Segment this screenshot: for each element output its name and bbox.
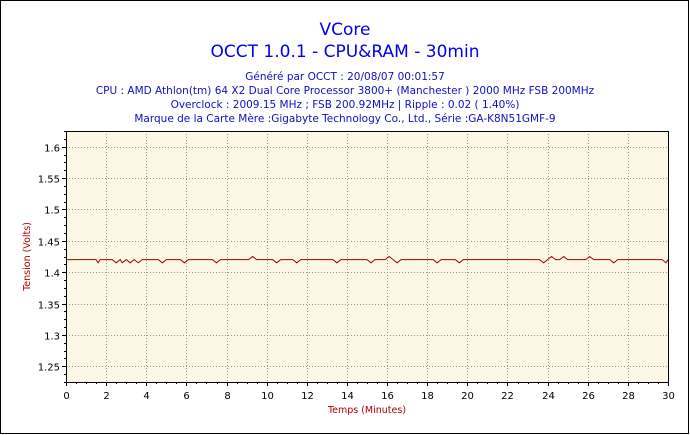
x-tick-label: 12 <box>301 391 314 402</box>
x-axis-title: Temps (Minutes) <box>327 405 406 416</box>
x-tick-label: 14 <box>341 391 354 402</box>
y-tick-label: 1.45 <box>38 238 60 249</box>
x-tick-label: 28 <box>622 391 635 402</box>
x-tick-label: 24 <box>542 391 555 402</box>
x-tick-label: 30 <box>662 391 675 402</box>
x-tick-label: 22 <box>501 391 514 402</box>
y-tick-label: 1.3 <box>44 332 60 343</box>
grid <box>66 131 668 382</box>
info-line-cpu: CPU : AMD Athlon(tm) 64 X2 Dual Core Pro… <box>95 85 595 97</box>
y-tick-label: 1.6 <box>44 144 60 155</box>
y-tick-label: 1.35 <box>38 301 60 312</box>
x-tick-label: 20 <box>461 391 474 402</box>
info-line-overclock: Overclock : 2009.15 MHz ; FSB 200.92MHz … <box>170 99 520 111</box>
x-tick-label: 18 <box>421 391 434 402</box>
y-tick-label: 1.55 <box>38 175 60 186</box>
plot-area <box>66 131 668 382</box>
y-axis-title: Tension (Volts) <box>22 222 33 292</box>
info-line-generated: Généré par OCCT : 20/08/07 00:01:57 <box>245 71 445 83</box>
x-tick-label: 0 <box>63 391 69 402</box>
y-tick-label: 1.25 <box>38 363 60 374</box>
y-axis: 1.25 1.3 1.35 1.4 1.45 1.5 1.55 1.6 <box>38 131 66 383</box>
vcore-series-line <box>66 255 669 264</box>
y-tick-label: 1.4 <box>44 269 60 280</box>
x-tick-label: 4 <box>143 391 149 402</box>
y-tick-label: 1.5 <box>44 206 60 217</box>
chart-title: VCore <box>319 20 371 40</box>
x-tick-label: 8 <box>224 391 230 402</box>
x-tick-label: 26 <box>582 391 595 402</box>
chart-subtitle: OCCT 1.0.1 - CPU&RAM - 30min <box>210 42 480 62</box>
x-tick-label: 6 <box>183 391 189 402</box>
x-tick-label: 2 <box>103 391 109 402</box>
x-tick-label: 10 <box>261 391 274 402</box>
x-axis: 0 2 4 6 8 10 12 14 16 18 20 22 24 26 28 30 <box>63 382 675 402</box>
x-tick-label: 16 <box>381 391 394 402</box>
info-line-motherboard: Marque de la Carte Mère :Gigabyte Techno… <box>134 113 556 125</box>
